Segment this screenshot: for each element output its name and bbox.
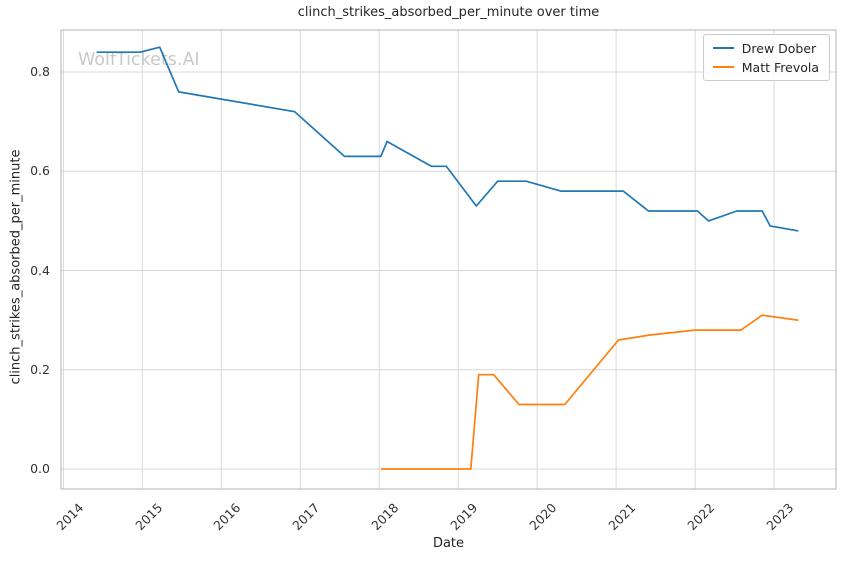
legend-item-matt-frevola: Matt Frevola <box>712 59 819 75</box>
x-axis-label: Date <box>432 536 465 551</box>
series-lines <box>96 46 799 470</box>
chart-title: clinch_strikes_absorbed_per_minute over … <box>297 5 600 20</box>
legend-line-swatch-orange <box>712 66 734 68</box>
series-line-drew-dober <box>96 46 799 232</box>
legend-line-swatch-blue <box>712 47 734 49</box>
y-tick-label: 0.2 <box>30 361 50 377</box>
y-tick-label: 0.0 <box>30 461 50 476</box>
series-line-matt-frevola <box>380 314 799 470</box>
gridlines <box>61 30 836 489</box>
y-tick-label: 0.6 <box>30 163 50 179</box>
y-tick-label: 0.4 <box>30 262 50 278</box>
legend-label: Drew Dober <box>741 40 817 56</box>
y-axis-label: clinch_strikes_absorbed_per_minute <box>8 149 24 385</box>
watermark: WolfTickets.AI <box>78 50 200 70</box>
plot-border <box>60 29 837 490</box>
legend-item-drew-dober: Drew Dober <box>712 40 819 56</box>
legend-label: Matt Frevola <box>741 59 819 75</box>
y-tick-label: 0.8 <box>30 64 50 80</box>
legend: Drew Dober Matt Frevola <box>702 34 830 81</box>
